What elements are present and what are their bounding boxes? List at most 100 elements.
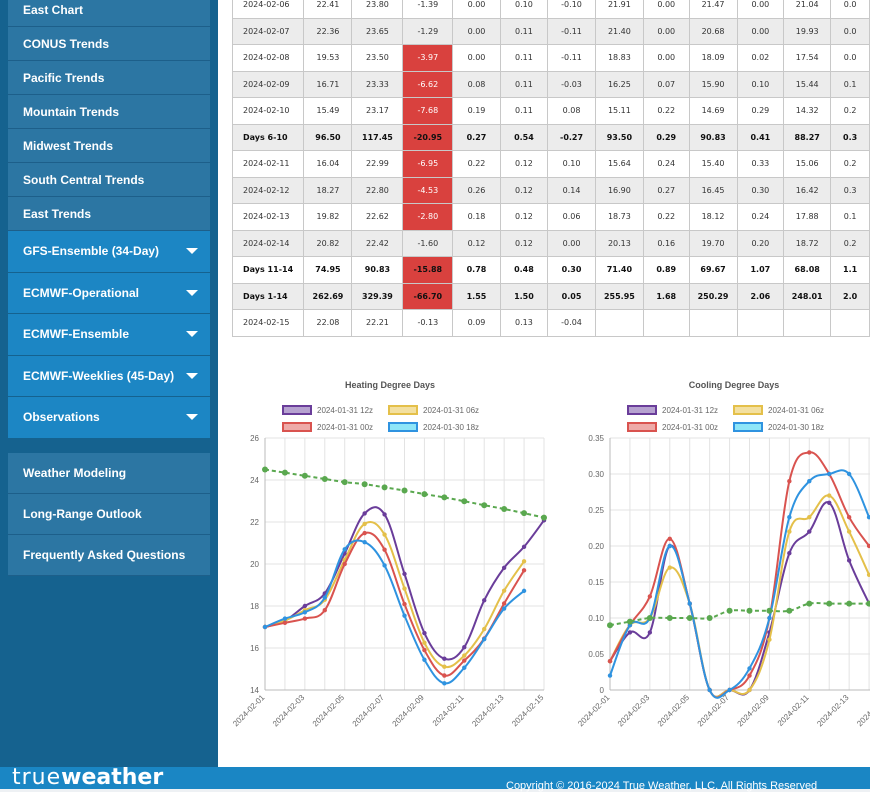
sidebar-item-faq[interactable]: Frequently Asked Questions [8, 535, 210, 576]
sidebar-item-weather-modeling[interactable]: Weather Modeling [8, 453, 210, 494]
data-point[interactable] [442, 664, 447, 669]
data-point[interactable] [646, 615, 653, 621]
data-point[interactable] [707, 687, 712, 693]
accordion-gfs-ensemble[interactable]: GFS-Ensemble (34-Day) [8, 231, 210, 273]
data-point[interactable] [382, 563, 387, 568]
sidebar-item-east-chart[interactable]: East Chart [8, 0, 210, 27]
legend-label[interactable]: 2024-01-31 00z [317, 423, 373, 432]
data-point[interactable] [501, 565, 507, 570]
data-point[interactable] [521, 568, 527, 573]
data-point[interactable] [521, 510, 528, 517]
data-point[interactable] [402, 571, 407, 577]
legend-label[interactable]: 2024-01-30 18z [423, 423, 479, 432]
data-point[interactable] [767, 637, 772, 642]
data-point[interactable] [262, 466, 268, 473]
data-point[interactable] [766, 607, 773, 614]
accordion-ecmwf-ensemble[interactable]: ECMWF-Ensemble [8, 314, 210, 356]
data-point[interactable] [422, 640, 427, 645]
data-point[interactable] [402, 613, 407, 618]
data-point[interactable] [846, 600, 853, 607]
data-point[interactable] [667, 565, 672, 570]
legend-label[interactable]: 2024-01-31 06z [423, 406, 479, 415]
data-point[interactable] [282, 616, 288, 621]
data-point[interactable] [482, 626, 487, 632]
data-point[interactable] [647, 630, 653, 635]
data-point[interactable] [521, 544, 527, 549]
sidebar-item-south-central-trends[interactable]: South Central Trends [8, 163, 210, 197]
data-point[interactable] [747, 673, 752, 678]
data-point[interactable] [627, 630, 633, 635]
data-point[interactable] [827, 500, 832, 505]
data-point[interactable] [686, 615, 693, 621]
data-point[interactable] [462, 665, 467, 670]
data-point[interactable] [302, 610, 308, 615]
data-point[interactable] [302, 603, 308, 609]
data-point[interactable] [747, 687, 752, 693]
data-point[interactable] [262, 624, 268, 630]
data-point[interactable] [826, 600, 833, 607]
data-point[interactable] [362, 511, 367, 516]
data-point[interactable] [282, 620, 288, 625]
data-point[interactable] [666, 615, 673, 621]
data-point[interactable] [607, 659, 613, 664]
data-point[interactable] [482, 636, 487, 642]
data-point[interactable] [687, 601, 692, 606]
data-point[interactable] [421, 491, 428, 498]
data-point[interactable] [846, 515, 852, 520]
data-point[interactable] [607, 673, 613, 678]
data-point[interactable] [501, 601, 507, 606]
sidebar-item-pacific-trends[interactable]: Pacific Trends [8, 61, 210, 95]
data-point[interactable] [827, 493, 832, 498]
data-point[interactable] [866, 543, 870, 549]
data-point[interactable] [747, 666, 752, 671]
sidebar-item-long-range-outlook[interactable]: Long-Range Outlook [8, 494, 210, 535]
data-point[interactable] [846, 529, 852, 534]
data-point[interactable] [461, 498, 468, 505]
data-point[interactable] [322, 608, 327, 613]
legend-label[interactable]: 2024-01-31 12z [662, 406, 718, 415]
data-point[interactable] [866, 572, 870, 577]
data-point[interactable] [521, 588, 527, 594]
data-point[interactable] [462, 653, 467, 658]
data-point[interactable] [746, 607, 753, 614]
data-point[interactable] [281, 469, 288, 476]
data-point[interactable] [301, 472, 308, 479]
data-point[interactable] [501, 505, 508, 512]
data-point[interactable] [787, 479, 792, 484]
data-point[interactable] [362, 539, 367, 545]
data-point[interactable] [726, 607, 733, 614]
data-point[interactable] [727, 687, 732, 693]
data-point[interactable] [807, 529, 812, 534]
data-point[interactable] [362, 521, 367, 527]
data-point[interactable] [342, 547, 347, 552]
data-point[interactable] [846, 558, 852, 563]
data-point[interactable] [787, 515, 792, 520]
data-point[interactable] [866, 600, 870, 607]
true-weather-logo[interactable]: trueweather [12, 765, 163, 790]
data-point[interactable] [521, 559, 527, 564]
data-point[interactable] [381, 484, 388, 491]
data-point[interactable] [626, 618, 633, 625]
data-point[interactable] [442, 681, 447, 686]
data-point[interactable] [462, 644, 467, 650]
data-point[interactable] [767, 615, 772, 621]
data-point[interactable] [321, 475, 328, 482]
data-point[interactable] [341, 479, 348, 486]
data-point[interactable] [382, 532, 387, 537]
legend-label[interactable]: 2024-01-31 06z [768, 406, 824, 415]
data-point[interactable] [501, 606, 507, 611]
data-point[interactable] [422, 647, 427, 653]
data-point[interactable] [302, 616, 308, 621]
data-point[interactable] [382, 547, 387, 552]
data-point[interactable] [342, 561, 347, 567]
sidebar-item-mountain-trends[interactable]: Mountain Trends [8, 95, 210, 129]
data-point[interactable] [501, 588, 507, 593]
data-point[interactable] [787, 551, 792, 556]
sidebar-item-midwest-trends[interactable]: Midwest Trends [8, 129, 210, 163]
data-point[interactable] [607, 622, 613, 629]
accordion-ecmwf-weeklies[interactable]: ECMWF-Weeklies (45-Day) [8, 356, 210, 397]
data-point[interactable] [806, 600, 813, 607]
data-point[interactable] [706, 615, 713, 621]
data-point[interactable] [667, 543, 672, 549]
legend-label[interactable]: 2024-01-31 12z [317, 406, 373, 415]
